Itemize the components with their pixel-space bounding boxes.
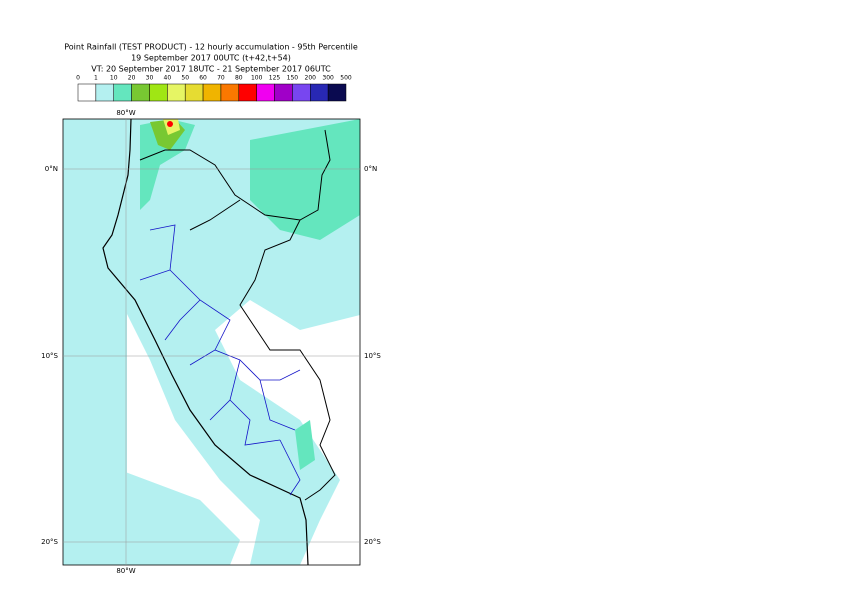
- legend-label: 80: [235, 75, 243, 82]
- legend-label: 10: [110, 75, 118, 82]
- legend-label: 60: [199, 75, 207, 82]
- legend-label: 30: [146, 75, 154, 82]
- legend-label: 40: [164, 75, 172, 82]
- legend-swatch: [167, 83, 186, 102]
- legend-swatch: [202, 83, 222, 102]
- lat-label: 10°S: [41, 352, 58, 360]
- lon-label: 80°W: [116, 567, 135, 575]
- legend-swatch: [131, 83, 150, 102]
- legend-label: 20: [128, 75, 136, 82]
- rain-area: [167, 121, 173, 127]
- legend-swatch: [149, 83, 168, 102]
- map: 0°N 0°N 10°S 10°S 20°S 20°S 80°W 80°W: [41, 109, 381, 575]
- rain-area: [63, 450, 240, 565]
- legend-swatch: [95, 83, 114, 102]
- rain-area: [140, 119, 195, 210]
- rain-area: [295, 420, 315, 470]
- legend-label: 300: [322, 75, 334, 82]
- title-line: VT: 20 September 2017 18UTC - 21 Septemb…: [91, 65, 331, 74]
- lat-label: 0°N: [364, 165, 377, 173]
- title-line: Point Rainfall (TEST PRODUCT) - 12 hourl…: [64, 43, 358, 52]
- title-line: 19 September 2017 00UTC (t+42,t+54): [131, 54, 291, 63]
- legend-swatch: [256, 83, 275, 102]
- legend-label: 125: [269, 75, 281, 82]
- legend-label: 50: [181, 75, 189, 82]
- legend-swatch: [77, 83, 97, 102]
- legend-swatch: [220, 83, 240, 102]
- title: Point Rainfall (TEST PRODUCT) - 12 hourl…: [64, 43, 358, 74]
- legend-swatch: [310, 83, 329, 102]
- lat-label: 0°N: [45, 165, 58, 173]
- legend-swatch: [184, 83, 204, 102]
- boundaries: [102, 118, 336, 566]
- lat-label: 20°S: [364, 538, 381, 546]
- legend-label: 70: [217, 75, 225, 82]
- legend-swatch: [238, 83, 257, 102]
- legend-label: 200: [305, 75, 317, 82]
- map-frame: [62, 118, 361, 566]
- country-border: [139, 129, 336, 501]
- legend-label: 500: [340, 75, 352, 82]
- legend-label: 1: [94, 75, 98, 82]
- legend-swatch: [327, 83, 347, 102]
- rainfall-field: [63, 119, 360, 565]
- coastline: [102, 118, 309, 566]
- legend: 0 1 10 20 30 40 50 60 70 80 100 125 150 200 300 500: [76, 75, 352, 102]
- legend-label: 0: [76, 75, 80, 82]
- lon-label: 80°W: [116, 109, 135, 117]
- rain-area: [250, 119, 360, 240]
- graticule: [63, 119, 360, 565]
- legend-swatch: [292, 83, 311, 102]
- legend-swatch: [113, 83, 132, 102]
- region-border: [139, 224, 301, 496]
- lat-label: 10°S: [364, 352, 381, 360]
- legend-swatch: [274, 83, 293, 102]
- legend-label: 150: [287, 75, 299, 82]
- lat-label: 20°S: [41, 538, 58, 546]
- legend-label: 100: [251, 75, 263, 82]
